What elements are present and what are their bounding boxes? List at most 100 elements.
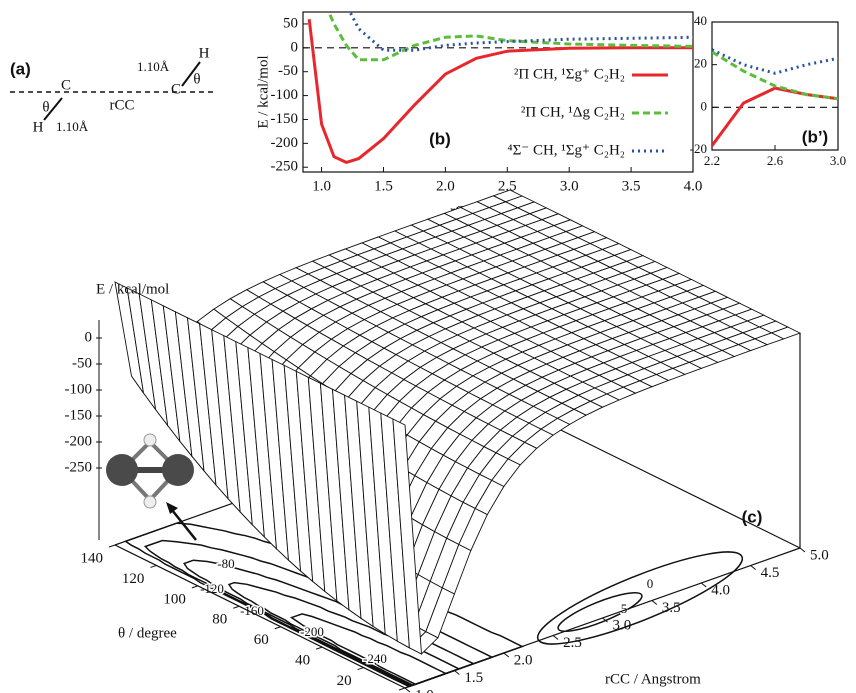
z-axis-label: E / kcal/mol bbox=[96, 281, 169, 297]
y-tick-label: 2.0 bbox=[514, 652, 533, 668]
box-edge bbox=[114, 544, 406, 689]
x-tick bbox=[191, 585, 199, 589]
panel-label: (b) bbox=[429, 129, 451, 148]
angle-label: θ bbox=[193, 71, 200, 87]
x-tick-label: 140 bbox=[81, 550, 104, 566]
panel-label: (c) bbox=[742, 507, 763, 526]
x-tick-label: 2.5 bbox=[498, 178, 517, 194]
contour-label: 0 bbox=[647, 576, 654, 591]
z-tick-label: 0 bbox=[85, 329, 93, 345]
surface-mesh bbox=[114, 189, 802, 655]
contour-label: -200 bbox=[300, 624, 324, 639]
z-tick-label: -50 bbox=[72, 355, 92, 371]
molecule-icon bbox=[106, 433, 197, 541]
y-tick-label: 5.0 bbox=[810, 547, 829, 563]
y-tick-label: 4.5 bbox=[761, 565, 780, 581]
contour-line bbox=[289, 613, 448, 686]
x-tick-label: 80 bbox=[212, 612, 227, 628]
data-line bbox=[712, 48, 838, 75]
y-tick-label: -100 bbox=[271, 87, 299, 103]
y-tick bbox=[799, 547, 806, 553]
y-tick-label: 50 bbox=[283, 15, 298, 31]
y-tick bbox=[404, 687, 411, 693]
atom: C bbox=[61, 77, 71, 93]
atom: H bbox=[199, 45, 210, 61]
y-tick bbox=[750, 565, 756, 570]
x-tick bbox=[233, 605, 240, 609]
bond-label: 1.10Å bbox=[137, 59, 170, 74]
contour-label: -120 bbox=[200, 581, 224, 596]
x-tick-label: 40 bbox=[295, 653, 310, 669]
angle-label: θ bbox=[42, 99, 49, 115]
x-tick-label: 2.2 bbox=[704, 153, 720, 168]
y-tick-label: -250 bbox=[271, 159, 299, 175]
y-tick-label: 2.5 bbox=[563, 635, 582, 651]
y-tick bbox=[503, 652, 510, 658]
z-tick-label: -200 bbox=[65, 433, 93, 449]
contour-line bbox=[557, 592, 643, 632]
y-tick-label: 3.0 bbox=[613, 617, 632, 633]
panel-label: (b’) bbox=[802, 127, 828, 146]
y-tick-label: 1.5 bbox=[464, 670, 483, 686]
bond-label: 1.10Å bbox=[56, 119, 89, 134]
contour-label: -160 bbox=[240, 603, 264, 618]
data-line bbox=[348, 12, 693, 52]
data-line bbox=[307, 19, 693, 165]
legend-label: ²Π CH, ¹Σg⁺ C₂H₂ bbox=[514, 66, 625, 82]
z-tick-label: -100 bbox=[65, 381, 93, 397]
atom: C bbox=[171, 81, 181, 97]
x-tick-label: 4.0 bbox=[684, 178, 703, 194]
x-tick-label: 3.5 bbox=[622, 178, 641, 194]
y-tick-label: -200 bbox=[271, 135, 299, 151]
y-axis-label: rCC / Angstrom bbox=[605, 671, 701, 687]
x-tick bbox=[357, 667, 364, 671]
plot-frame bbox=[302, 11, 694, 173]
bond bbox=[181, 61, 201, 87]
panel-label: (a) bbox=[10, 59, 31, 78]
x-tick bbox=[150, 564, 157, 568]
y-tick bbox=[552, 635, 559, 640]
x-tick-label: 1.5 bbox=[374, 178, 393, 194]
x-tick-label: 2.0 bbox=[436, 178, 455, 194]
data-line bbox=[327, 12, 693, 62]
x-tick-label: 120 bbox=[122, 571, 145, 587]
z-tick-label: -150 bbox=[65, 407, 93, 423]
x-tick-label: 3.0 bbox=[830, 153, 846, 168]
y-tick bbox=[700, 582, 707, 588]
y-tick bbox=[651, 600, 658, 605]
z-tick-label: -250 bbox=[65, 459, 93, 475]
y-tick bbox=[602, 617, 608, 623]
mesh-cell bbox=[392, 418, 423, 655]
x-tick-label: 60 bbox=[254, 632, 269, 648]
bond bbox=[43, 97, 63, 121]
x-tick-label: 100 bbox=[163, 591, 186, 607]
y-axis-label: E / kcal/mol bbox=[255, 55, 271, 128]
y-tick-label: 40 bbox=[694, 13, 707, 28]
x-tick-label: 3.0 bbox=[560, 178, 579, 194]
x-tick-label: 20 bbox=[337, 673, 352, 689]
x-tick-label: 2.6 bbox=[767, 153, 784, 168]
y-tick-label: 0 bbox=[701, 98, 708, 113]
y-tick-label: -50 bbox=[278, 63, 298, 79]
x-tick bbox=[315, 646, 323, 650]
y-tick-label: 20 bbox=[694, 56, 707, 71]
data-line bbox=[712, 50, 838, 101]
x-tick bbox=[274, 626, 281, 630]
x-axis-label: θ / degree bbox=[118, 625, 177, 641]
y-tick-label: -150 bbox=[271, 111, 299, 127]
y-tick-label: 0 bbox=[291, 39, 299, 55]
contour-line bbox=[536, 551, 744, 645]
contour-label: -240 bbox=[363, 651, 387, 666]
legend-label: ²Π CH, ¹Δg C₂H₂ bbox=[521, 104, 625, 120]
x-tick-label: 1.0 bbox=[312, 178, 331, 194]
bond-label: rCC bbox=[109, 97, 134, 113]
x-tick bbox=[398, 687, 406, 691]
atom: H bbox=[33, 119, 44, 135]
y-tick-label: -20 bbox=[690, 141, 707, 156]
y-tick-label: 1.0 bbox=[415, 687, 434, 693]
panel-a: (a) C C H H rCC θ θ 1.10Å 1.10Å bbox=[10, 45, 215, 135]
legend-label: ⁴Σ⁻ CH, ¹Σg⁺ C₂H₂ bbox=[507, 142, 625, 158]
contour-label: 5 bbox=[621, 601, 628, 616]
x-tick bbox=[108, 544, 116, 548]
